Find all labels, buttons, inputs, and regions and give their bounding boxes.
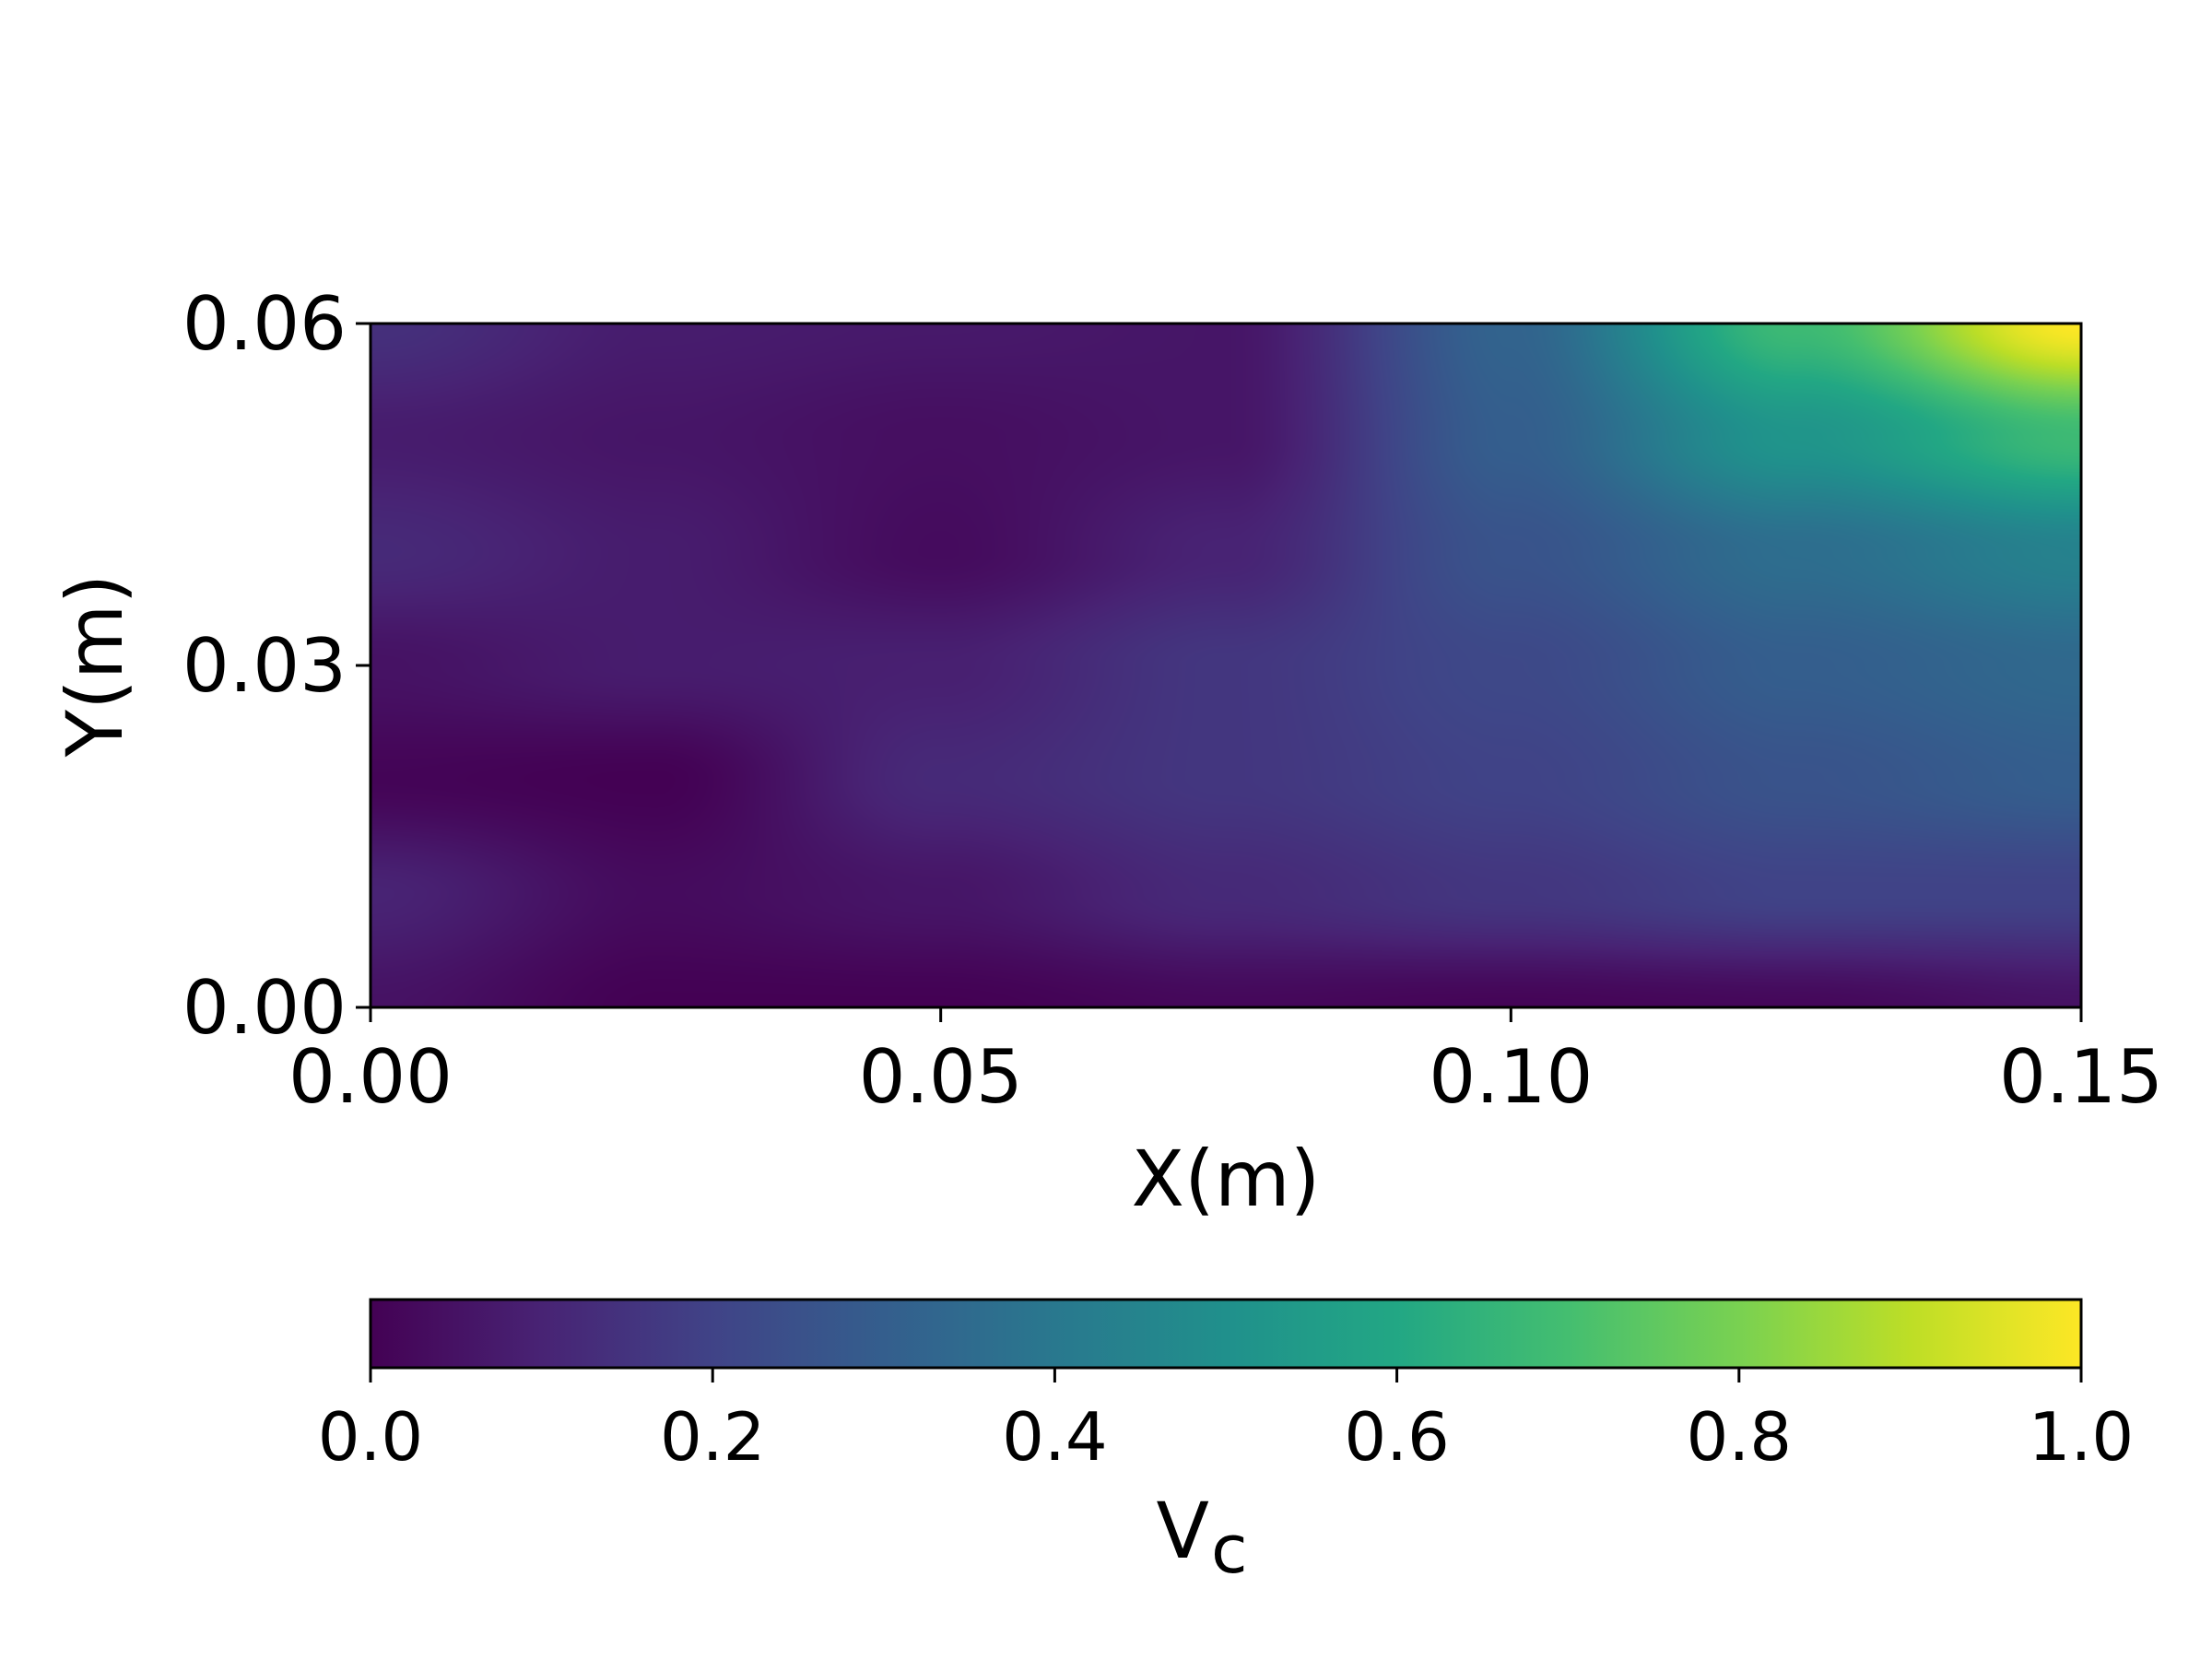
colorbar-tick-label: 0.6 [1344,1398,1450,1476]
heatmap-surface [371,324,2081,1007]
colorbar: 0.0 0.2 0.4 0.6 0.8 1.0 V c [318,1298,2135,1588]
colorbar-label: V [1157,1486,1209,1576]
colorbar-label-subscript: c [1211,1511,1248,1588]
x-tick-label: 0.00 [288,1034,453,1120]
plot-area [369,322,2083,1009]
x-tick-label: 0.15 [1999,1034,2163,1120]
colorbar-gradient [371,1300,2081,1368]
y-tick-label: 0.06 [182,281,347,367]
x-axis-label: X(m) [1132,1134,1321,1224]
colorbar-ticks: 0.0 0.2 0.4 0.6 0.8 1.0 [318,1368,2135,1476]
colorbar-tick-label: 0.4 [1002,1398,1108,1476]
colorbar-frame [369,1298,2083,1370]
colorbar-tick-label: 0.2 [660,1398,766,1476]
y-axis: 0.00 0.03 0.06 [182,281,371,1051]
x-tick-label: 0.05 [859,1034,1023,1120]
x-tick-label: 0.10 [1429,1034,1593,1120]
y-tick-label: 0.00 [182,965,347,1051]
colorbar-tick-label: 1.0 [2029,1398,2135,1476]
y-tick-label: 0.03 [182,623,347,709]
x-axis: 0.00 0.05 0.10 0.15 [288,1007,2163,1120]
colorbar-tick-label: 0.0 [318,1398,424,1476]
colorbar-tick-label: 0.8 [1687,1398,1793,1476]
y-axis-label: Y(m) [50,574,140,759]
